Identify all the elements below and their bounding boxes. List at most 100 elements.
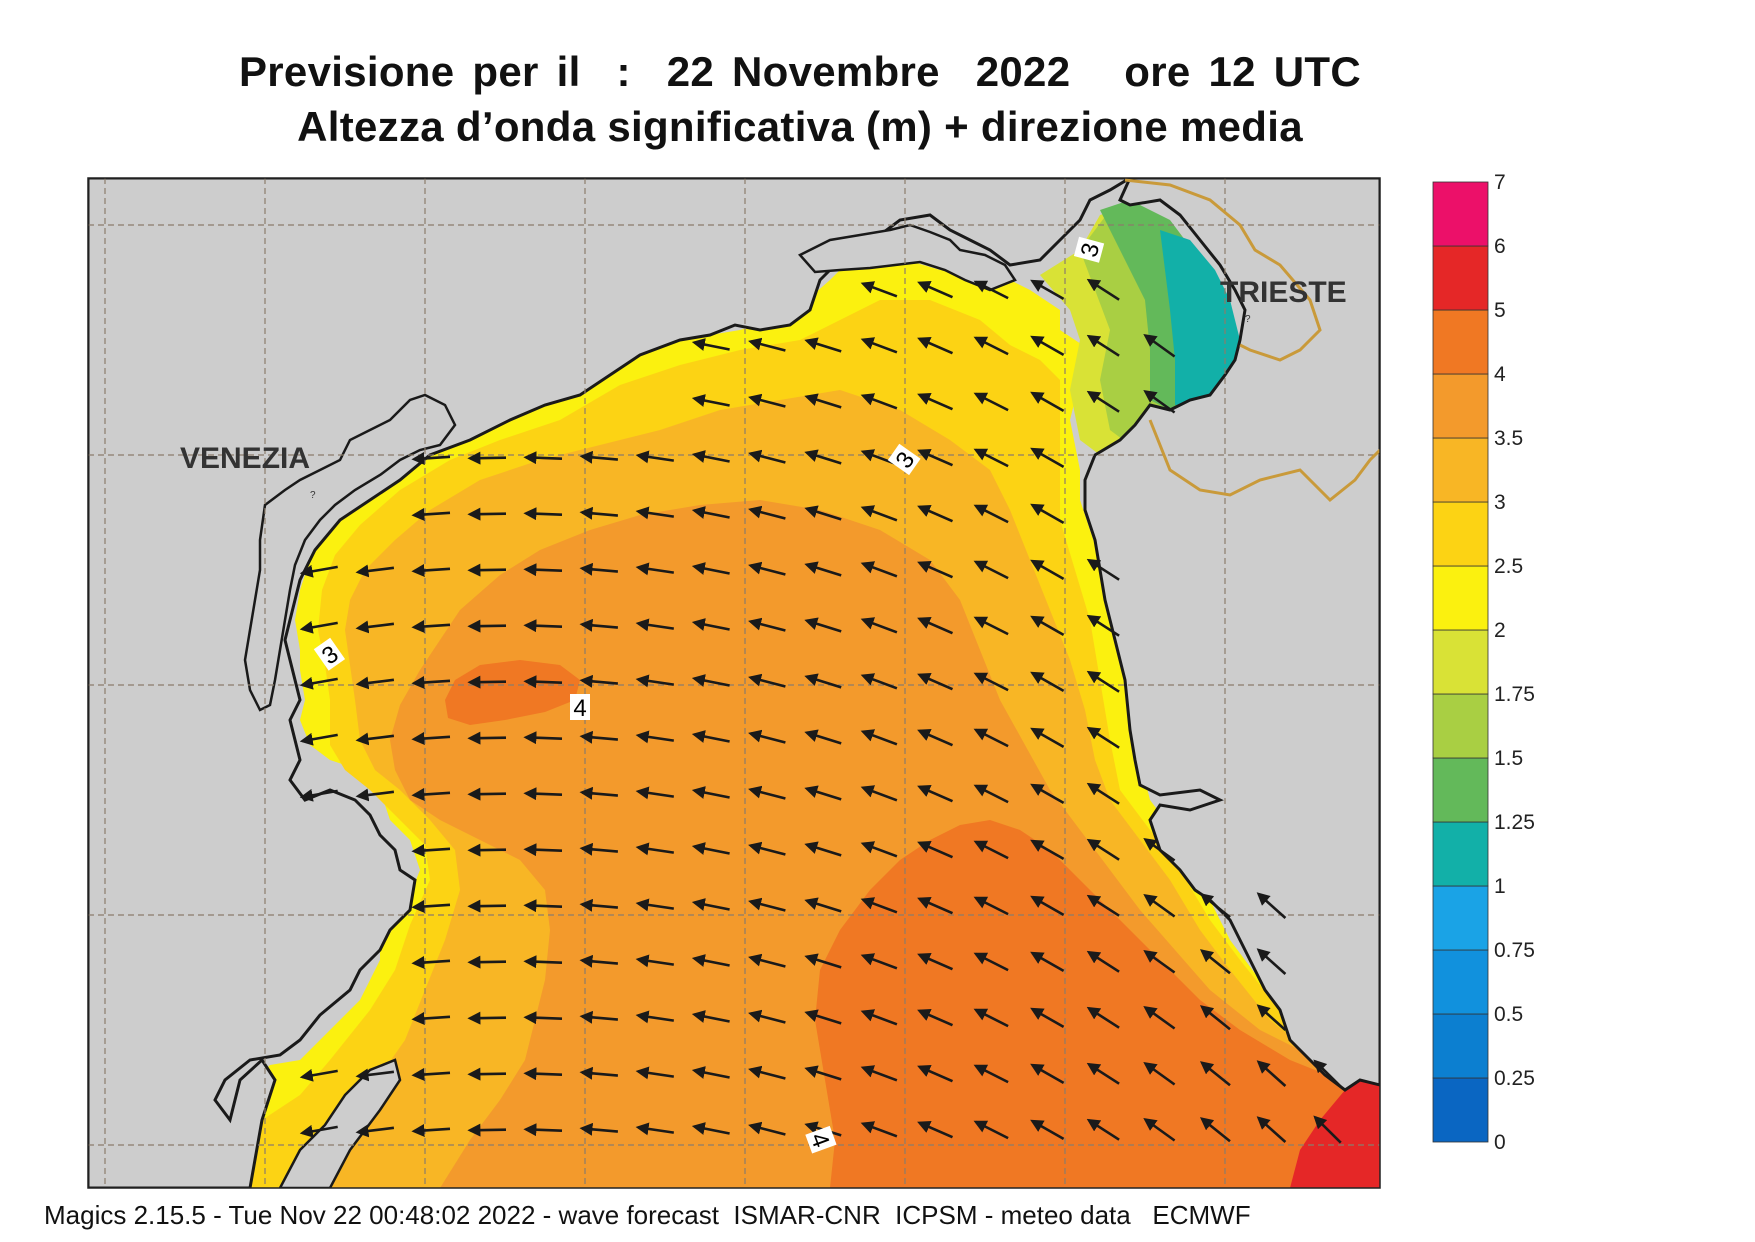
direction-arrow (523, 787, 563, 801)
direction-arrow (523, 731, 563, 745)
colorbar-swatch (1432, 437, 1489, 503)
direction-arrow (1199, 1005, 1231, 1031)
direction-arrow (1143, 1117, 1176, 1142)
direction-arrow (973, 616, 1009, 636)
direction-arrow (579, 1122, 619, 1136)
direction-arrow (1256, 1116, 1287, 1143)
direction-arrow (467, 731, 507, 745)
direction-arrow (973, 1120, 1009, 1140)
direction-arrow (635, 1122, 674, 1136)
direction-arrow (523, 843, 563, 857)
direction-arrow (635, 842, 674, 856)
colorbar-swatch (1432, 629, 1489, 695)
direction-arrow (860, 281, 898, 298)
direction-arrow (1199, 893, 1231, 919)
colorbar-tick-label: 7 (1494, 171, 1506, 194)
direction-arrow (917, 617, 954, 635)
direction-arrow (635, 1066, 674, 1080)
colorbar-swatch (1432, 693, 1489, 759)
direction-arrow (1086, 614, 1120, 637)
direction-arrow (691, 954, 730, 967)
colorbar-swatch (1432, 821, 1489, 887)
direction-arrow (917, 729, 954, 747)
direction-arrow (748, 505, 786, 520)
direction-arrow (1086, 1062, 1120, 1085)
direction-arrow (1199, 1117, 1231, 1143)
direction-arrow (579, 1010, 619, 1024)
direction-arrow (973, 672, 1009, 692)
direction-arrow (1086, 894, 1120, 917)
land-south-peninsula (278, 1058, 402, 1188)
direction-arrow (860, 617, 898, 634)
direction-arrow (1030, 391, 1065, 413)
direction-arrow (804, 561, 842, 577)
direction-arrow (748, 897, 786, 912)
colorbar-tick-label: 5 (1494, 299, 1506, 322)
direction-arrow (748, 449, 786, 464)
direction-arrow (804, 617, 842, 633)
direction-arrow (1030, 895, 1065, 917)
direction-arrow (635, 786, 674, 800)
direction-arrow (1086, 782, 1120, 805)
colorbar-swatch (1432, 245, 1489, 311)
direction-arrow (1030, 671, 1065, 693)
direction-arrow (299, 564, 338, 578)
colorbar-swatch (1432, 757, 1489, 823)
map-title-line1: Previsione per il : 22 Novembre 2022 ore… (238, 48, 1362, 95)
direction-arrow (579, 450, 619, 464)
direction-arrow (917, 449, 954, 467)
direction-arrow (1030, 1007, 1065, 1029)
direction-arrow (299, 1124, 338, 1138)
direction-arrow (1030, 783, 1065, 805)
direction-arrow (1256, 1060, 1287, 1087)
direction-arrow (523, 619, 563, 633)
direction-arrow (917, 673, 954, 691)
direction-arrow (973, 280, 1009, 300)
direction-arrow (1030, 559, 1065, 581)
direction-arrow (1143, 1061, 1176, 1086)
direction-arrow (1086, 1118, 1120, 1141)
direction-arrow (467, 1067, 507, 1081)
direction-arrow (355, 1068, 395, 1082)
direction-arrow (860, 785, 898, 802)
direction-arrow (299, 788, 338, 802)
direction-arrow (1199, 949, 1231, 975)
direction-arrow (973, 952, 1009, 972)
direction-arrow (691, 1010, 730, 1023)
direction-arrow (860, 1121, 898, 1138)
direction-arrow (860, 897, 898, 914)
colorbar-tick-label: 1.25 (1494, 811, 1535, 834)
direction-arrow (299, 732, 338, 746)
direction-arrow (1030, 1063, 1065, 1085)
direction-arrow (411, 900, 451, 913)
direction-arrow (804, 1009, 842, 1025)
city-label-trieste: TRIESTE (1220, 276, 1347, 309)
direction-arrow (1086, 334, 1120, 357)
direction-arrow (579, 506, 619, 520)
colorbar-tick-label: 1 (1494, 875, 1506, 898)
direction-arrow (467, 899, 507, 913)
direction-arrow (355, 676, 395, 690)
direction-arrow (804, 897, 842, 913)
direction-arrow (973, 1008, 1009, 1028)
direction-arrow (523, 507, 563, 521)
direction-arrow (1143, 1005, 1176, 1030)
colorbar-tick-label: 6 (1494, 235, 1506, 258)
direction-arrow (691, 1122, 730, 1135)
direction-arrow (523, 1123, 563, 1137)
land-north-islands (797, 223, 1017, 292)
direction-arrow (860, 561, 898, 578)
direction-arrow (1030, 727, 1065, 749)
colorbar-swatch (1432, 565, 1489, 631)
contour-label-4-south: 4 (805, 1125, 837, 1154)
direction-arrow (917, 1121, 954, 1139)
direction-arrow (691, 730, 730, 743)
direction-arrow (523, 675, 563, 689)
direction-arrow (804, 1065, 842, 1081)
direction-arrow (635, 674, 674, 688)
direction-arrow (411, 844, 451, 857)
direction-arrow (1086, 1006, 1120, 1029)
land-east-coast (1083, 178, 1380, 1092)
direction-arrow (804, 673, 842, 689)
